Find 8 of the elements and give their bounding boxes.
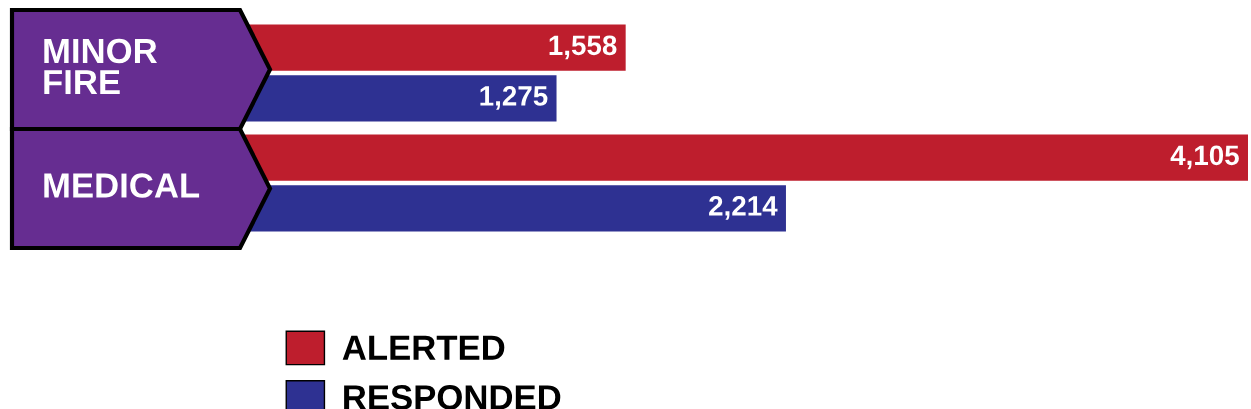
legend-label: RESPONDED: [344, 385, 561, 409]
y-tick-label: MEDICAL: [44, 173, 200, 198]
data-label: 1,558: [549, 35, 617, 60]
data-label: 1,275: [480, 86, 548, 110]
y-tick-label: MINOR FIRE: [44, 38, 158, 95]
data-label: 2,214: [709, 196, 778, 220]
data-label: 4,105: [1170, 145, 1239, 170]
legend-label: ALERTED: [342, 335, 505, 360]
